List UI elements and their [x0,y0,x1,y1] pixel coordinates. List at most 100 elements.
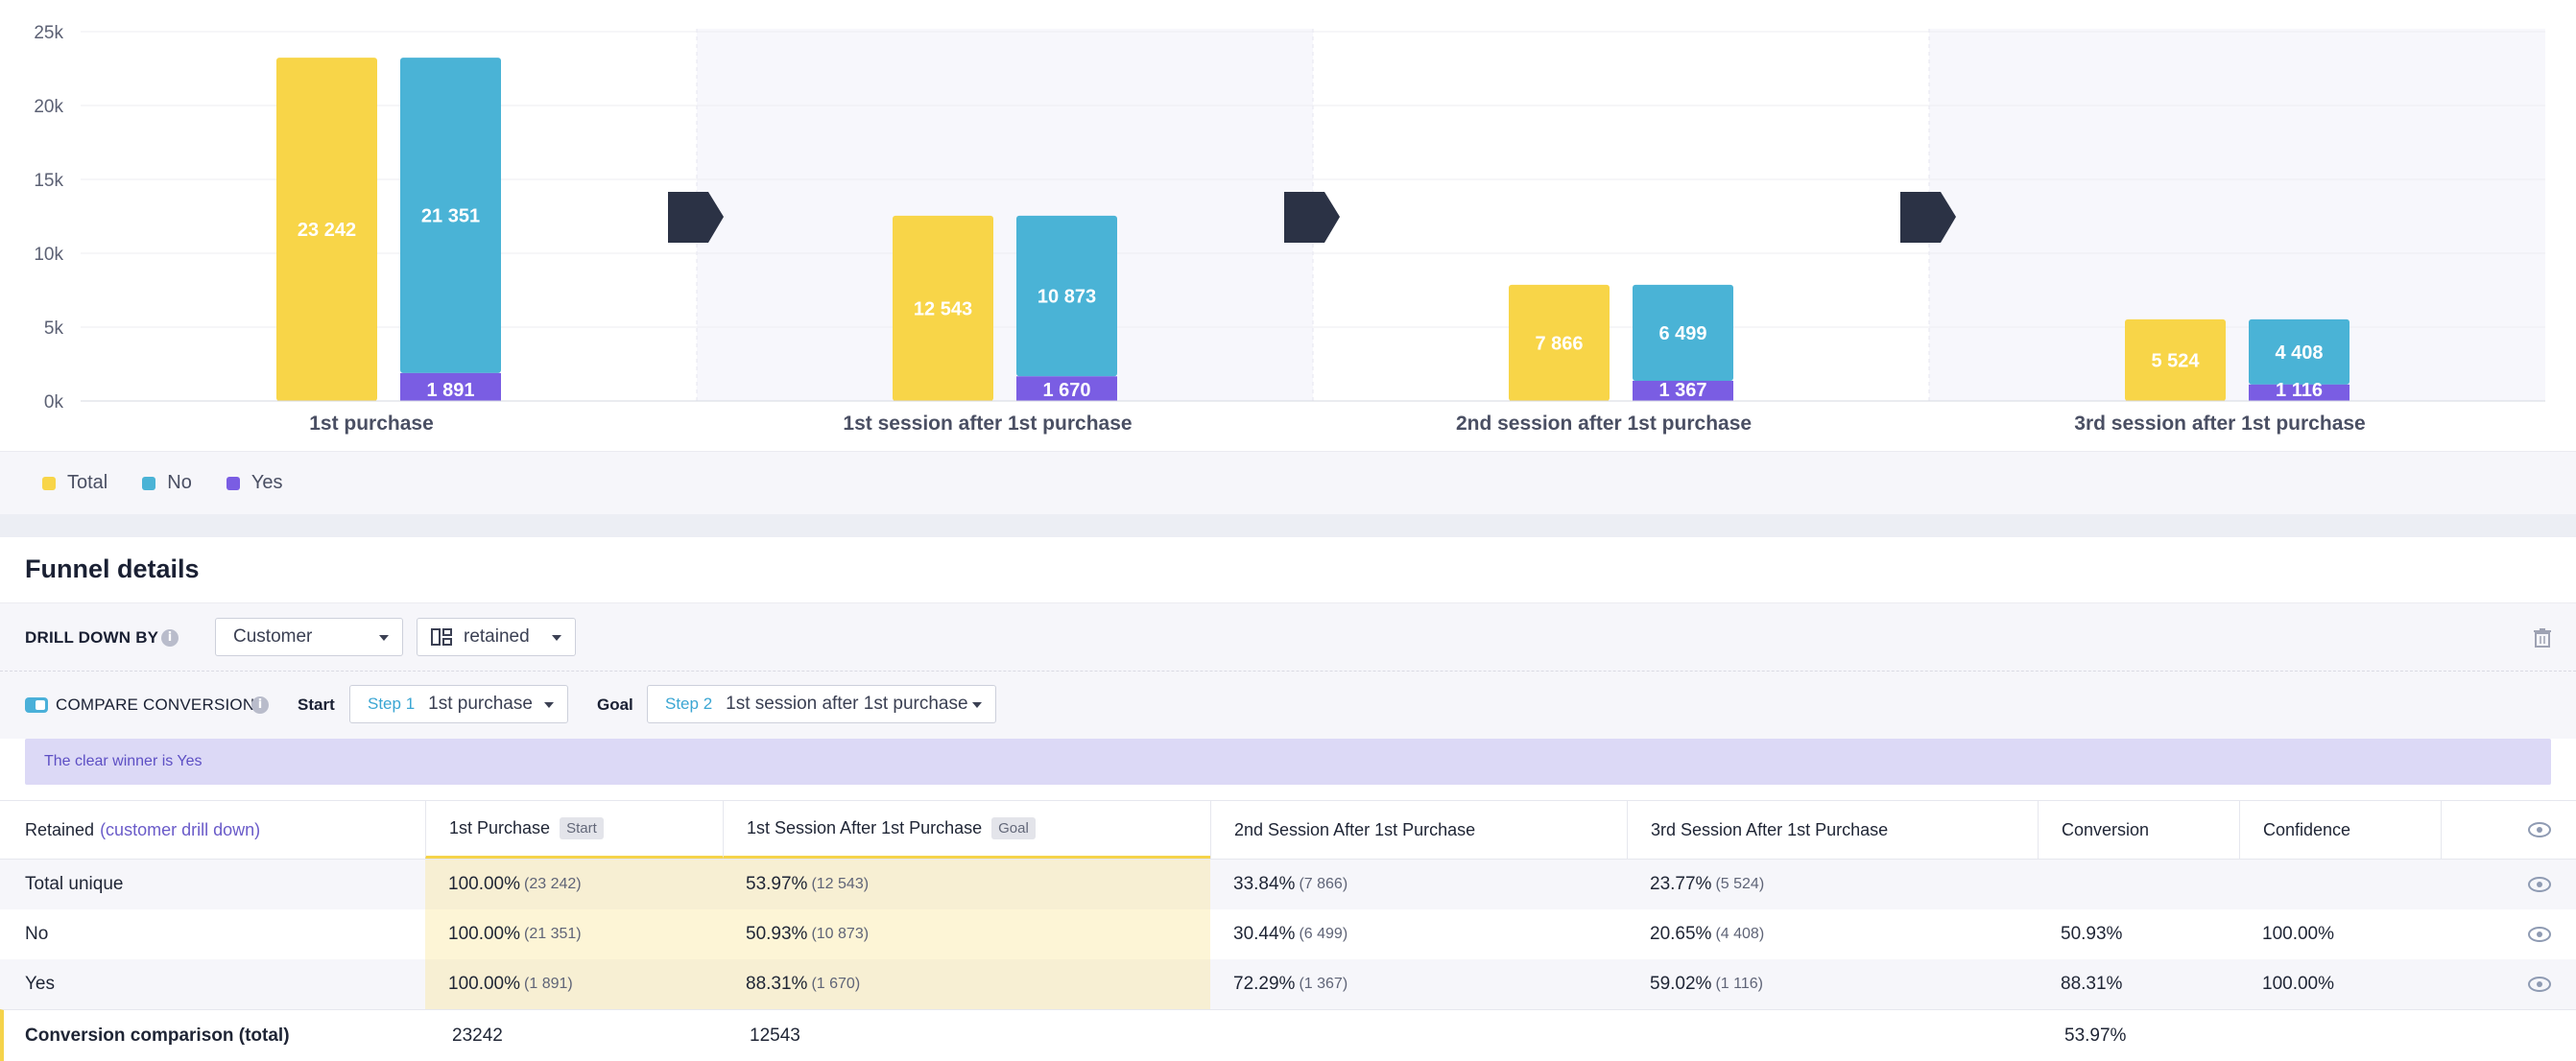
eye-icon[interactable] [2528,977,2551,992]
chevron-down-icon [379,635,389,641]
bar-total [893,215,993,401]
goal-step-select[interactable]: Step 2 1st session after 1st purchase [647,685,996,723]
value: 88.31% [746,974,808,994]
row-cell-step2: 53.97% (12 543) [723,860,1210,909]
legend-label-total: Total [67,472,108,493]
bar-no-label: 21 351 [421,205,480,226]
row-cell-step4: 23.77% (5 524) [1627,860,2038,909]
winner-banner: The clear winner is Yes [25,739,2551,785]
header-step1-label: 1st Purchase [449,818,551,837]
eye-icon[interactable] [2528,822,2551,837]
value: 50.93% [746,924,808,944]
eye-icon[interactable] [2528,877,2551,892]
y-tick-label: 25k [34,23,63,43]
row-visibility [2441,959,2576,1009]
value: 33.84% [1233,874,1296,894]
header-step1[interactable]: 1st Purchase Start [425,801,723,859]
chevron-down-icon [972,702,982,708]
x-category-label: 3rd session after 1st purchase [2074,413,2365,435]
step-arrow-icon [668,192,724,243]
legend-item-yes[interactable]: Yes [226,472,283,494]
value: 100.00% [448,874,521,894]
legend-label-yes: Yes [250,472,283,493]
row-cell-step2: 88.31% (1 670) [723,959,1210,1009]
header-step2-label: 1st Session After 1st Purchase [747,818,983,837]
row-cell-step4: 20.65% (4 408) [1627,909,2038,959]
legend-swatch-no [142,476,156,490]
drill-down-label: DRILL DOWN BY [25,628,159,647]
segment-icon [431,628,452,646]
trash-icon[interactable] [2534,628,2551,648]
legend-swatch-yes [226,476,240,490]
value: 100.00% [448,974,521,994]
bar-yes-label: 1 116 [2276,380,2323,401]
row-cell-step3: 72.29% (1 367) [1210,959,1627,1009]
start-badge: Start [560,817,604,839]
start-label: Start [298,696,335,714]
goal-step-value: 1st session after 1st purchase [726,694,968,714]
bar-total [2125,318,2226,401]
bar-no-label: 6 499 [1658,323,1706,344]
step-arrow-icon [1284,192,1340,243]
legend-item-no[interactable]: No [142,472,192,494]
row-cell-conversion: 50.93% [2061,924,2123,944]
start-step-value: 1st purchase [428,694,533,714]
bar-no-label: 4 408 [2275,342,2323,364]
row-cell-step1: 100.00% (23 242) [425,860,723,909]
footer-step1: 23242 [452,1025,503,1046]
footer-conversion: 53.97% [2064,1025,2127,1046]
header-step3-label: 2nd Session After 1st Purchase [1234,819,1476,839]
count: (4 408) [1715,926,1765,942]
bar-yes-label: 1 891 [426,380,474,401]
chart-legend: Total No Yes [0,451,2576,514]
footer-label: Conversion comparison (total) [25,1025,290,1046]
row-label: No [25,924,49,944]
bar-no-label: 10 873 [1038,287,1096,308]
section-separator [0,514,2576,537]
chevron-down-icon [552,635,561,641]
row-cell-step1: 100.00% (1 891) [425,959,723,1009]
drill-down-select[interactable]: Customer [215,618,403,656]
count: (7 866) [1299,876,1348,892]
row-label: Total unique [25,874,124,894]
count: (10 873) [811,926,870,942]
row-cell-conversion [2038,860,2239,909]
start-step-select[interactable]: Step 1 1st purchase [349,685,568,723]
chart-band [1929,29,2545,401]
header-conversion[interactable]: Conversion [2038,801,2239,859]
header-step2[interactable]: 1st Session After 1st Purchase Goal [723,801,1210,859]
header-retained-sub: (customer drill down) [100,819,261,839]
header-step3[interactable]: 2nd Session After 1st Purchase [1210,801,1627,859]
bar-yes [2249,384,2349,401]
y-tick-label: 10k [34,245,63,265]
funnel-chart: 0k 5k 10k 15k 20k 25k 23 242 21 351 1 891 1st pur… [0,0,2576,451]
legend-item-total[interactable]: Total [42,472,107,494]
compare-toggle[interactable] [25,697,48,713]
row-cell-confidence: 100.00% [2262,974,2335,994]
drill-down-row: DRILL DOWN BY i Customer retained [0,602,2576,672]
header-confidence[interactable]: Confidence [2239,801,2441,859]
count: (1 670) [811,976,861,992]
drill-value-select[interactable]: retained [417,618,576,656]
info-icon[interactable]: i [161,629,179,647]
count: (23 242) [524,876,582,892]
header-step4[interactable]: 3rd Session After 1st Purchase [1627,801,2038,859]
funnel-chart-svg: 0k 5k 10k 15k 20k 25k 23 242 21 351 1 891 1st pur… [34,23,2545,435]
compare-conversion-row: COMPARE CONVERSION i Start Step 1 1st pu… [0,672,2576,739]
header-retained[interactable]: Retained (customer drill down) [25,801,260,859]
y-tick-label: 15k [34,171,63,191]
goal-badge: Goal [991,817,1036,839]
bar-total [276,58,377,401]
bar-no [400,58,501,373]
row-visibility [2441,909,2576,959]
row-cell-step4: 59.02% (1 116) [1627,959,2038,1009]
legend-label-no: No [167,472,192,493]
value: 72.29% [1233,974,1296,994]
bar-total-label: 7 866 [1535,333,1583,354]
chevron-down-icon [544,702,554,708]
info-icon[interactable]: i [251,696,269,714]
header-visibility [2441,801,2576,859]
value: 20.65% [1650,924,1712,944]
eye-icon[interactable] [2528,927,2551,942]
bar-yes-label: 1 367 [1658,380,1706,401]
